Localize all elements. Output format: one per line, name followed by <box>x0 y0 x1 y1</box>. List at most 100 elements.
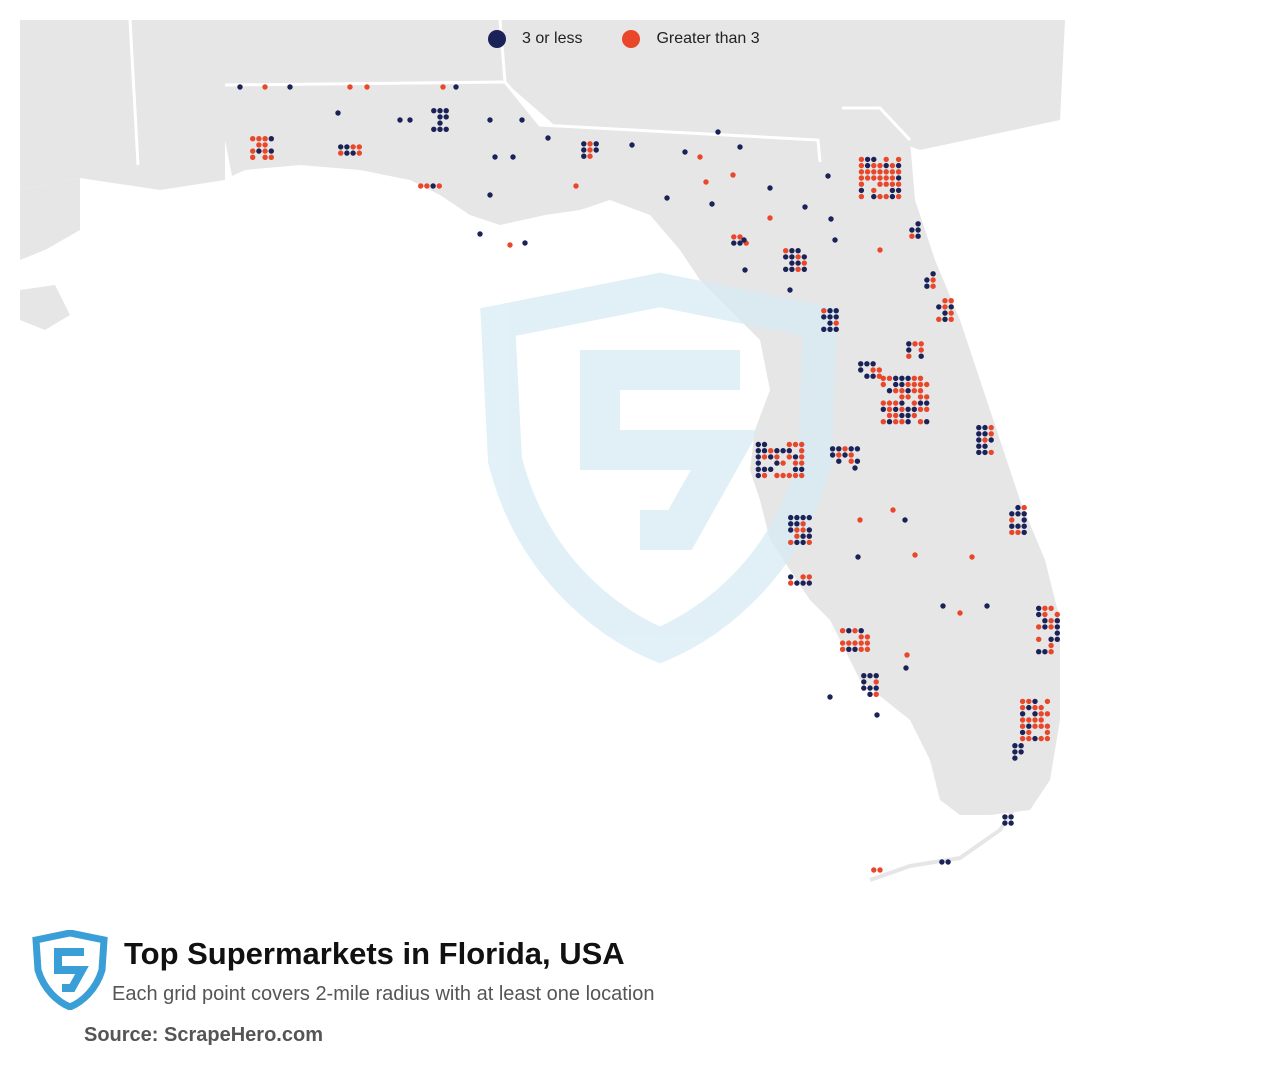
grid-point <box>895 175 902 181</box>
grid-point <box>1044 735 1051 742</box>
grid-point <box>789 266 795 272</box>
scrapehero-shield-icon <box>32 930 108 1010</box>
grid-point <box>794 539 800 546</box>
grid-point <box>268 154 274 160</box>
grid-point <box>1018 743 1024 749</box>
grid-point <box>1021 523 1027 529</box>
grid-point <box>788 580 794 586</box>
grid-point <box>915 221 921 227</box>
grid-point <box>431 108 437 114</box>
grid-point <box>846 628 852 634</box>
grid-point <box>905 394 911 400</box>
grid-point <box>909 233 915 239</box>
grid-point <box>799 466 805 472</box>
grid-point <box>787 287 793 293</box>
grid-point <box>581 141 587 147</box>
grid-point <box>788 527 794 533</box>
grid-point <box>755 441 761 448</box>
grid-point <box>1044 711 1051 717</box>
grid-point <box>858 361 864 367</box>
grid-point <box>917 400 924 406</box>
grid-point <box>942 304 948 310</box>
grid-point <box>487 192 493 198</box>
grid-point <box>800 539 806 546</box>
grid-point <box>1032 723 1038 729</box>
grid-point <box>806 514 812 521</box>
grid-point <box>893 412 899 419</box>
grid-point <box>795 266 801 272</box>
grid-point <box>909 227 915 233</box>
grid-point <box>906 353 912 359</box>
grid-point <box>917 406 924 412</box>
grid-point <box>1009 523 1015 529</box>
grid-point <box>799 454 805 460</box>
grid-point <box>786 472 792 479</box>
grid-point <box>858 169 865 175</box>
grid-point <box>924 400 930 406</box>
grid-point <box>858 646 864 652</box>
grid-point <box>895 169 902 175</box>
grid-point <box>936 304 942 310</box>
grid-point <box>507 242 513 248</box>
grid-point <box>768 448 774 454</box>
grid-point <box>828 216 834 222</box>
grid-point <box>1026 698 1032 705</box>
grid-point <box>969 554 975 560</box>
grid-point <box>899 406 905 412</box>
grid-point <box>1021 504 1027 511</box>
grid-point <box>874 712 880 718</box>
legend-item-high: Greater than 3 <box>622 30 760 48</box>
grid-point <box>948 316 954 322</box>
grid-point <box>795 254 801 260</box>
grid-point <box>939 859 945 865</box>
grid-point <box>940 603 946 609</box>
grid-point <box>437 120 443 126</box>
grid-point <box>903 665 909 671</box>
grid-point <box>268 136 274 142</box>
grid-point <box>287 84 293 90</box>
grid-point <box>930 283 936 289</box>
grid-point <box>982 443 988 449</box>
grid-point <box>1036 649 1042 655</box>
grid-point <box>893 400 899 406</box>
grid-point <box>806 539 812 546</box>
grid-point <box>335 110 341 116</box>
grid-point <box>788 539 794 546</box>
grid-point <box>792 466 799 472</box>
grid-point <box>842 452 848 458</box>
grid-point <box>1012 743 1018 749</box>
grid-point <box>883 181 889 187</box>
grid-point <box>795 248 801 254</box>
grid-point <box>709 201 715 207</box>
grid-point <box>948 298 954 304</box>
grid-point <box>794 527 800 533</box>
grid-point <box>821 326 827 332</box>
grid-point <box>871 867 877 873</box>
grid-point <box>924 381 930 388</box>
grid-point <box>794 580 800 586</box>
grid-point <box>800 580 806 586</box>
grid-points <box>237 84 1061 873</box>
grid-point <box>799 441 805 448</box>
grid-point <box>715 129 721 135</box>
grid-point <box>1002 814 1008 820</box>
grid-point <box>761 454 768 460</box>
grid-point <box>886 406 893 412</box>
grid-point <box>836 458 842 464</box>
grid-point <box>911 412 917 419</box>
grid-point <box>867 691 873 697</box>
grid-point <box>988 437 994 443</box>
grid-point <box>731 240 737 246</box>
grid-point <box>1038 735 1044 742</box>
grid-point <box>889 169 896 175</box>
grid-point <box>827 314 833 320</box>
grid-point <box>436 183 442 189</box>
grid-point <box>899 388 905 394</box>
grid-point <box>799 472 805 479</box>
grid-point <box>1012 755 1018 761</box>
grid-point <box>911 381 917 388</box>
grid-point <box>1054 618 1061 624</box>
grid-point <box>883 175 889 181</box>
grid-point <box>918 347 924 353</box>
legend-label-high: Greater than 3 <box>656 30 760 47</box>
